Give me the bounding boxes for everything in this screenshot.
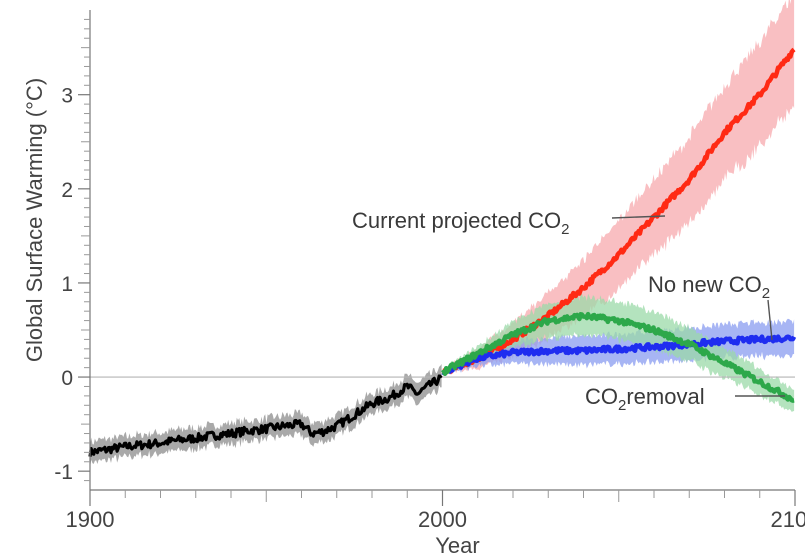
annotation-leader — [767, 299, 773, 341]
x-tick-label: 2000 — [418, 507, 467, 532]
band-co2-removal — [442, 293, 795, 412]
line-historical — [88, 374, 443, 457]
line-no-new-co2 — [441, 334, 797, 376]
y-tick-label: 1 — [61, 273, 73, 296]
annotation-subscript: 2 — [762, 285, 770, 302]
line-co2-removal — [441, 311, 796, 403]
band-historical — [90, 364, 442, 469]
annotation-label: CO2removal — [585, 384, 705, 414]
annotation-label: No new CO2 — [648, 272, 770, 302]
annotation-text-after: removal — [626, 384, 704, 409]
annotation-text: No new CO — [648, 272, 762, 297]
y-tick-label: 2 — [61, 179, 73, 202]
y-axis-label: Global Surface Warming (°C) — [22, 78, 47, 362]
x-tick-label: 2100 — [771, 507, 805, 532]
annotation-text: Current projected CO — [352, 208, 561, 233]
x-axis-label: Year — [435, 533, 479, 555]
annotation-text: CO — [585, 384, 618, 409]
annotation-leader — [611, 215, 666, 219]
series-lines — [88, 47, 797, 457]
y-tick-label: 3 — [61, 85, 73, 108]
y-tick-label: -1 — [54, 461, 73, 484]
annotation-subscript: 2 — [561, 221, 569, 238]
y-tick-label: 0 — [61, 367, 73, 390]
line-current-projected-co2 — [441, 47, 796, 375]
annotation-label: Current projected CO2 — [352, 208, 569, 238]
axes: -1 0 1 2 3 1900 2000 2100 — [54, 10, 805, 532]
annotation-subscript: 2 — [618, 397, 626, 414]
x-tick-label: 1900 — [66, 507, 115, 532]
